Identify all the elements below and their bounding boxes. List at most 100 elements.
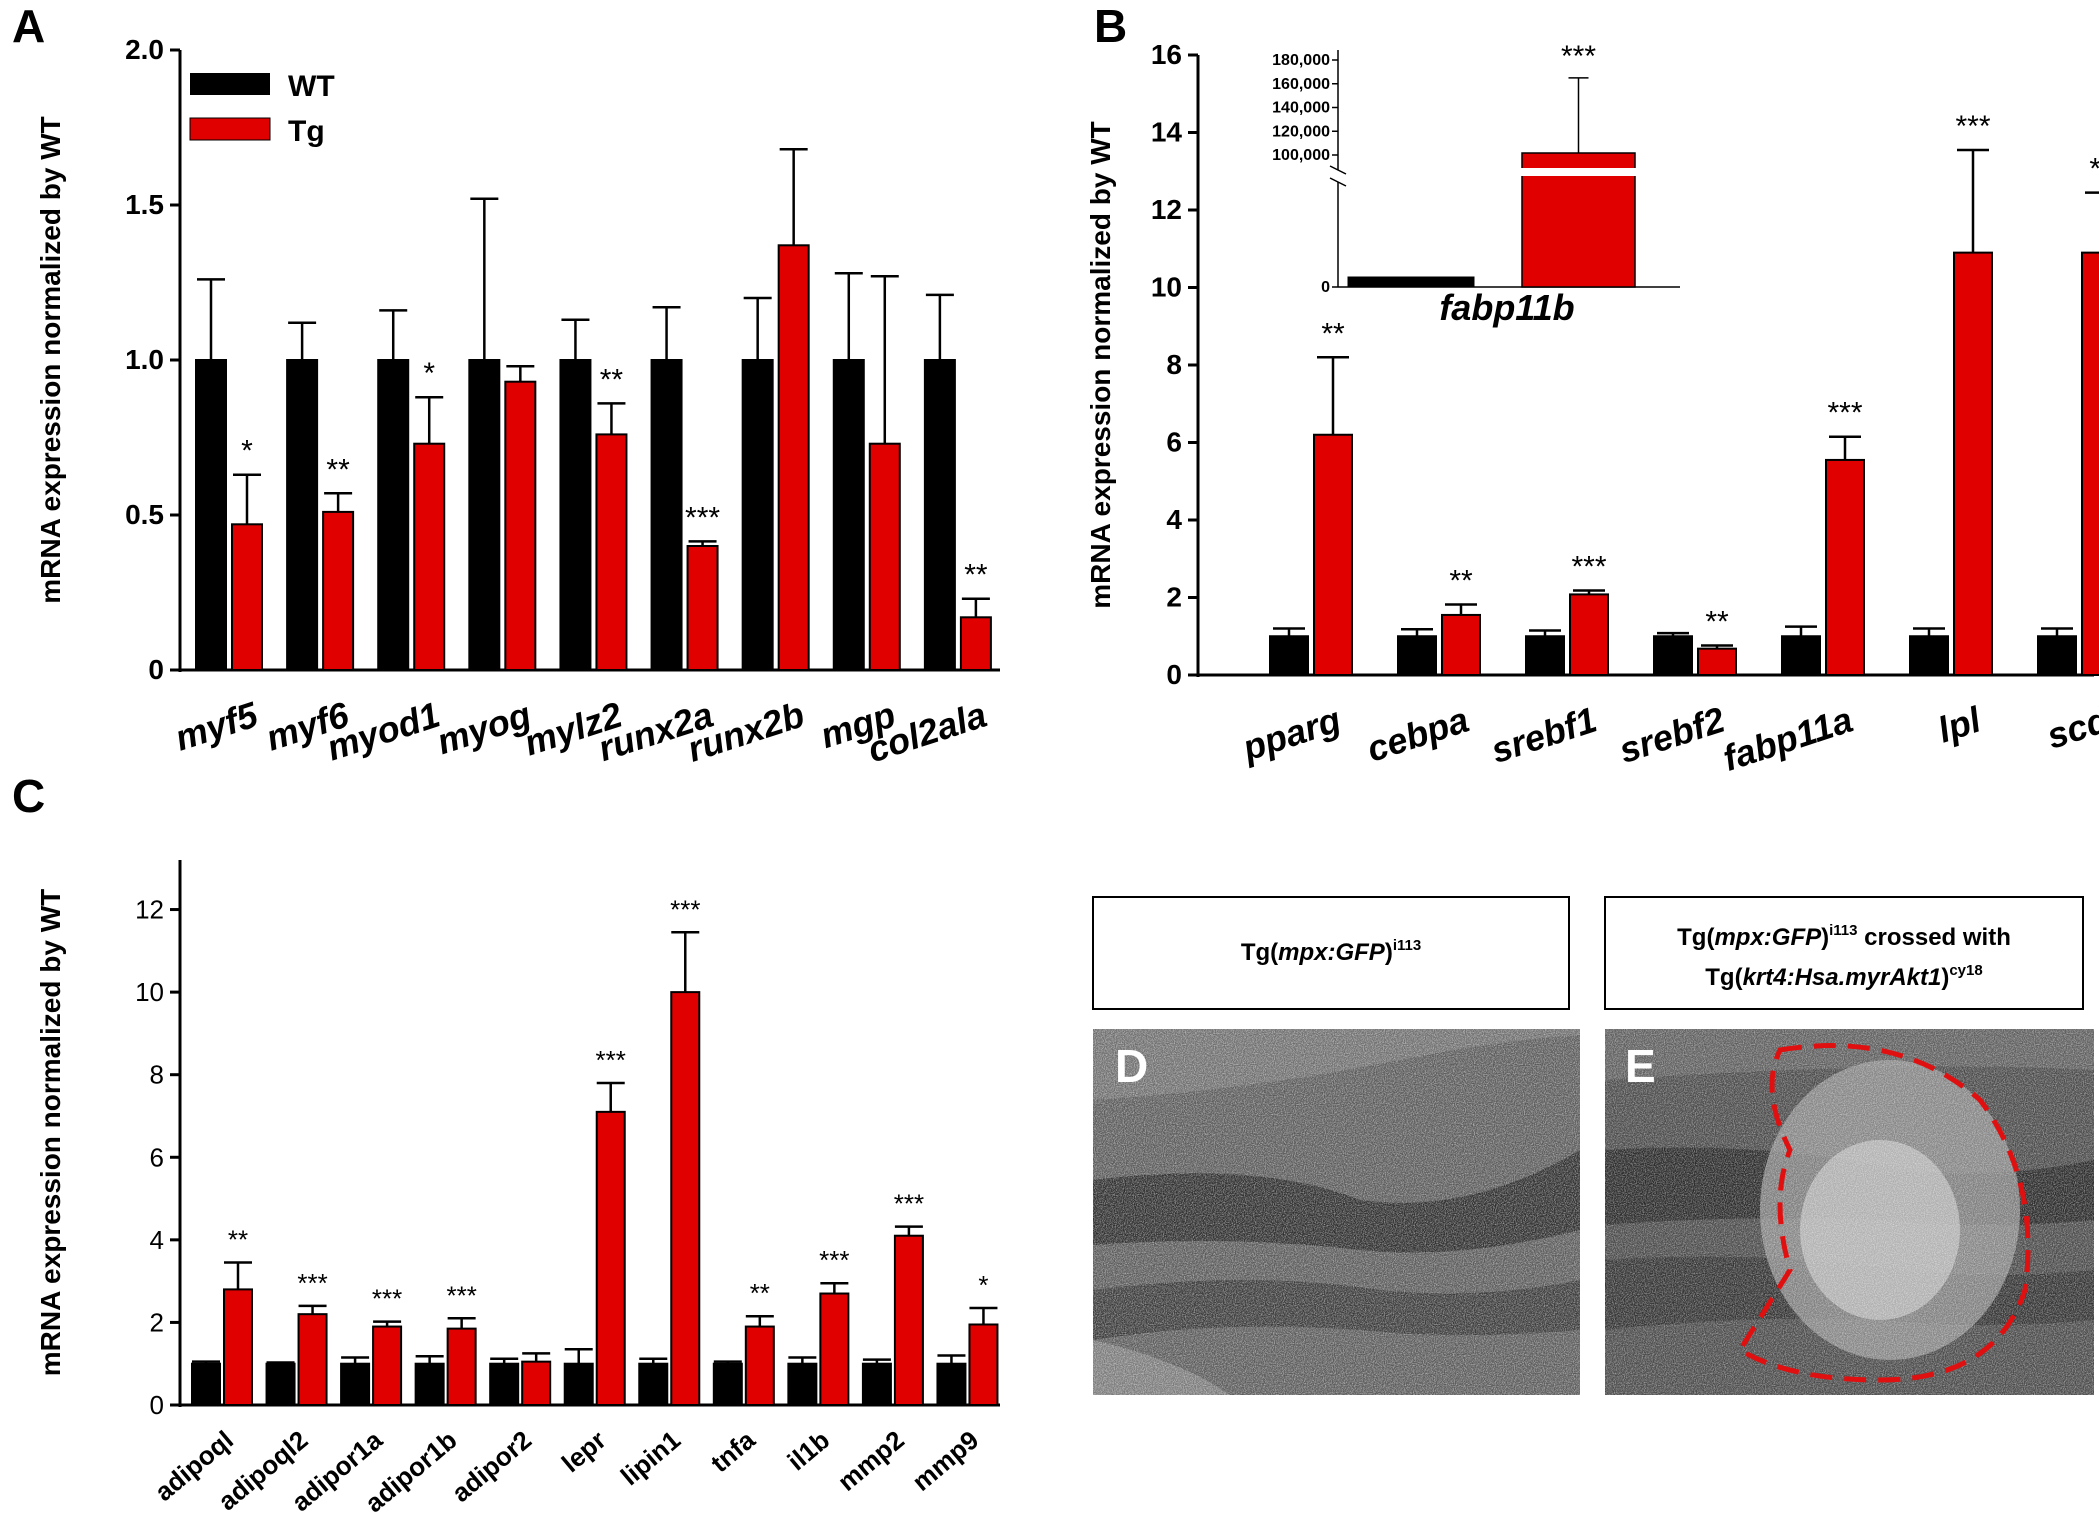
caption-d-post: ) (1385, 939, 1393, 966)
bar-wt (787, 1362, 818, 1407)
chart-a: 0 0.5 1.0 1.5 2.0 mRNA expression normalized … (35, 34, 1000, 770)
legend-swatch-wt (190, 73, 270, 95)
y-tick-label: 4 (1166, 504, 1182, 535)
significance-label: ** (1705, 606, 1729, 639)
x-tick-label: myf5 (170, 693, 264, 758)
bar-wt (563, 1362, 594, 1407)
significance-label: *** (1571, 551, 1606, 584)
y-tick-label: 10 (1151, 272, 1182, 303)
bar-wt (861, 1362, 892, 1407)
x-tick-label: adipor2 (446, 1425, 537, 1508)
significance-label: ** (228, 1225, 248, 1255)
significance-label: *** (819, 1245, 849, 1275)
micrograph-d-label: D (1115, 1040, 1148, 1092)
x-tick-label: mmp9 (906, 1425, 984, 1497)
significance-label: *** (1827, 397, 1862, 430)
y-tick-label: 6 (1166, 427, 1182, 458)
caption-e-line2: Tg(krt4:Hsa.myrAkt1)cy18 (1705, 962, 1982, 991)
inset-y-tick-label: 140,000 (1272, 100, 1330, 117)
y-axis-title: mRNA expression normalized by WT (1085, 121, 1116, 609)
x-tick-label: mmp2 (832, 1425, 910, 1497)
bar-wt (468, 359, 501, 671)
bar-tg (893, 1234, 924, 1407)
caption-e-line1: Tg(mpx:GFP)i113 crossed with (1677, 922, 2011, 951)
bar-wt (712, 1362, 743, 1407)
x-tick-label: pparg (1237, 699, 1346, 769)
bar-wt (936, 1362, 967, 1407)
caption-e2-post: ) (1941, 964, 1949, 991)
caption-d-pre: Tg( (1241, 939, 1278, 966)
bar-wt (489, 1362, 520, 1407)
significance-label: *** (297, 1268, 327, 1298)
bar-tg (686, 545, 719, 671)
bar-tg (504, 380, 537, 671)
bar-wt (1653, 635, 1693, 676)
bar-wt (1909, 635, 1949, 676)
bar-wt (650, 359, 683, 671)
bar-tg (231, 523, 263, 671)
bar-tg (868, 442, 901, 672)
bar-wt (191, 1362, 221, 1407)
bar-tg (670, 991, 701, 1406)
panel-letter-a: A (12, 0, 45, 52)
legend-label-wt: WT (288, 70, 335, 103)
x-tick-label: cebpa (1362, 699, 1474, 770)
bar-tg (1825, 458, 1865, 676)
significance-label: *** (372, 1284, 402, 1314)
bar-wt (1781, 635, 1821, 676)
x-tick-label: lpl (1933, 698, 1987, 750)
bar-wt (414, 1362, 445, 1407)
bar-tg (595, 1110, 626, 1407)
y-tick-label: 2.0 (125, 34, 164, 65)
inset-y-tick-label: 0 (1321, 279, 1330, 296)
y-tick-label: 8 (150, 1060, 164, 1090)
y-tick-label: 0 (1166, 659, 1182, 690)
inset-y-tick-label: 120,000 (1272, 123, 1330, 140)
significance-label: *** (894, 1189, 924, 1219)
lesion-outline (1736, 1043, 2031, 1383)
micrograph-e (1605, 1029, 2094, 1395)
bar-wt (340, 1362, 371, 1407)
significance-label: *** (670, 894, 700, 924)
significance-label: ** (964, 559, 988, 592)
inset-y-tick-label: 180,000 (1272, 52, 1330, 69)
bar-wt (923, 359, 956, 671)
inset-bar-wt (1347, 276, 1475, 288)
bar-tg (595, 433, 628, 671)
inset-axis-break (1329, 177, 1347, 187)
bar-wt (638, 1362, 669, 1407)
bar-wt (265, 1362, 296, 1407)
panel-letter-b: B (1094, 0, 1127, 52)
significance-label: ** (600, 363, 624, 396)
y-tick-label: 14 (1151, 117, 1183, 148)
bar-tg (968, 1323, 999, 1407)
y-tick-label: 1.0 (125, 344, 164, 375)
bar-tg (819, 1292, 850, 1406)
chart-c: 0 2 4 6 8 10 12 mRNA expression normalized by W… (35, 860, 1000, 1518)
y-tick-label: 0.5 (125, 499, 164, 530)
bar-tg (744, 1325, 775, 1406)
panel-letter-c: C (12, 770, 45, 822)
inset-bar-break (1520, 168, 1637, 176)
legend: WT Tg (189, 70, 335, 148)
significance-label: ** (2089, 153, 2099, 186)
significance-label: *** (685, 501, 720, 534)
bar-tg (372, 1325, 403, 1406)
legend-swatch-tg (189, 117, 271, 141)
caption-e1-tail: crossed with (1858, 924, 2011, 951)
bar-tg (959, 616, 992, 671)
significance-label: ** (750, 1278, 770, 1308)
inset-category-label: fabp11b (1439, 287, 1574, 328)
y-tick-label: 12 (1151, 194, 1182, 225)
bar-tg (521, 1360, 552, 1406)
chart-b: 0 2 4 6 8 10 12 14 16 mRNA expression normalized … (1085, 39, 2099, 779)
significance-label: * (241, 435, 253, 468)
y-tick-label: 2 (150, 1307, 164, 1337)
significance-label: *** (596, 1045, 626, 1075)
x-tick-label: lipin1 (615, 1425, 686, 1492)
bar-tg (2081, 251, 2099, 676)
caption-e2-it: krt4:Hsa.myrAkt1 (1743, 964, 1942, 991)
bar-wt (286, 359, 319, 671)
y-axis-title: mRNA expression normalized by WT (35, 889, 66, 1377)
